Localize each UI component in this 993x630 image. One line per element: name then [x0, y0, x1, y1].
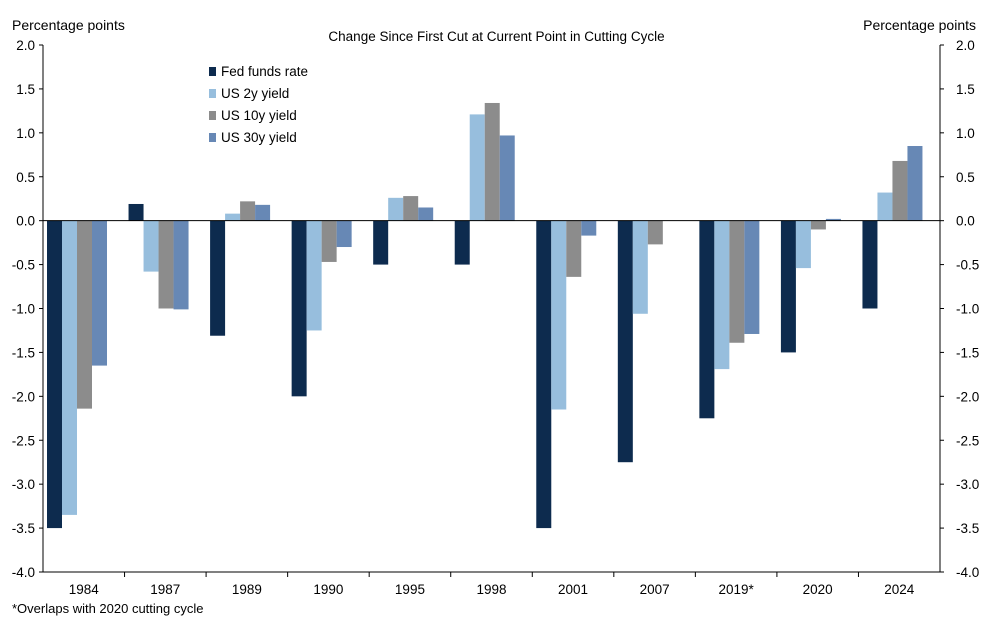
- x-tick-label: 2024: [884, 582, 915, 597]
- right-y-tick-label: -0.5: [956, 258, 979, 273]
- legend-label: US 30y yield: [221, 130, 297, 145]
- x-tick-label: 2007: [640, 582, 670, 597]
- bar: [92, 220, 107, 366]
- bar: [729, 220, 745, 343]
- right-y-tick-label: 1.0: [956, 126, 975, 141]
- bar: [862, 220, 878, 309]
- bar: [632, 220, 648, 314]
- right-y-tick-label: 0.0: [956, 214, 975, 229]
- bar: [744, 220, 760, 334]
- bar: [143, 220, 159, 272]
- bar: [47, 220, 62, 529]
- left-y-tick-label: 1.5: [16, 82, 35, 97]
- right-y-tick-label: -4.0: [956, 565, 979, 580]
- bar: [714, 220, 730, 370]
- right-y-tick-label: 1.5: [956, 82, 975, 97]
- x-tick-label: 2020: [803, 582, 833, 597]
- bar: [877, 192, 893, 221]
- legend-label: US 10y yield: [221, 108, 297, 123]
- x-tick-label: 1989: [232, 582, 262, 597]
- legend-swatch: [209, 89, 216, 98]
- x-tick-label: 1998: [476, 582, 506, 597]
- left-y-tick-label: -1.5: [12, 345, 35, 360]
- bar: [158, 220, 174, 309]
- right-axis-unit-label: Percentage points: [863, 17, 976, 33]
- bar: [907, 146, 923, 221]
- x-tick-label: 1990: [313, 582, 343, 597]
- legend-swatch: [209, 67, 216, 76]
- legend-label: US 2y yield: [221, 86, 289, 101]
- bar: [77, 220, 92, 409]
- bar: [388, 197, 404, 221]
- bar: [454, 220, 470, 265]
- bar: [810, 220, 826, 230]
- legend-swatch: [209, 111, 216, 120]
- bar: [617, 220, 633, 463]
- x-tick-label: 2001: [558, 582, 588, 597]
- left-y-tick-label: -3.0: [12, 477, 35, 492]
- left-y-tick-label: 0.5: [16, 170, 35, 185]
- bar: [647, 220, 663, 245]
- bar: [321, 220, 337, 262]
- legend-label: Fed funds rate: [221, 64, 308, 79]
- left-y-tick-label: 2.0: [16, 38, 35, 53]
- bar: [499, 135, 515, 221]
- bar: [255, 204, 271, 221]
- right-y-tick-label: -1.5: [956, 345, 979, 360]
- bar: [62, 220, 77, 515]
- left-y-tick-label: -2.5: [12, 433, 35, 448]
- bar: [780, 220, 796, 353]
- right-y-tick-label: 2.0: [956, 38, 975, 53]
- bar: [225, 213, 241, 221]
- bar: [536, 220, 552, 529]
- right-y-tick-label: -3.0: [956, 477, 979, 492]
- left-axis-unit-label: Percentage points: [12, 17, 125, 33]
- bar: [699, 220, 715, 419]
- bar: [128, 203, 144, 221]
- bar: [403, 196, 419, 221]
- right-y-tick-label: -2.0: [956, 389, 979, 404]
- left-y-tick-label: -0.5: [12, 258, 35, 273]
- right-y-tick-label: -2.5: [956, 433, 979, 448]
- bar: [418, 207, 434, 221]
- left-y-tick-label: 0.0: [16, 214, 35, 229]
- bar: [551, 220, 567, 410]
- left-y-tick-label: -4.0: [12, 565, 35, 580]
- x-tick-label: 1984: [69, 582, 100, 597]
- bar: [373, 220, 389, 265]
- bar: [291, 220, 307, 397]
- left-y-tick-label: -2.0: [12, 389, 35, 404]
- x-tick-label: 2019*: [718, 582, 754, 597]
- left-y-tick-label: 1.0: [16, 126, 35, 141]
- bar: [484, 102, 500, 221]
- bar: [581, 220, 597, 236]
- bar: [240, 201, 256, 221]
- right-y-tick-label: 0.5: [956, 170, 975, 185]
- bar: [210, 220, 226, 336]
- right-y-tick-label: -3.5: [956, 521, 979, 536]
- bar: [306, 220, 322, 331]
- left-y-tick-label: -1.0: [12, 302, 35, 317]
- x-tick-label: 1995: [395, 582, 425, 597]
- bar: [469, 114, 485, 221]
- x-tick-label: 1987: [150, 582, 180, 597]
- bar: [336, 220, 352, 248]
- bar: [825, 218, 841, 221]
- chart-footnote: *Overlaps with 2020 cutting cycle: [12, 601, 204, 616]
- left-y-tick-label: -3.5: [12, 521, 35, 536]
- bar: [892, 160, 908, 221]
- chart-title: Change Since First Cut at Current Point …: [328, 29, 665, 44]
- bar: [795, 220, 811, 269]
- bar: [173, 220, 189, 310]
- right-y-tick-label: -1.0: [956, 302, 979, 317]
- legend-swatch: [209, 133, 216, 142]
- bar: [566, 220, 582, 277]
